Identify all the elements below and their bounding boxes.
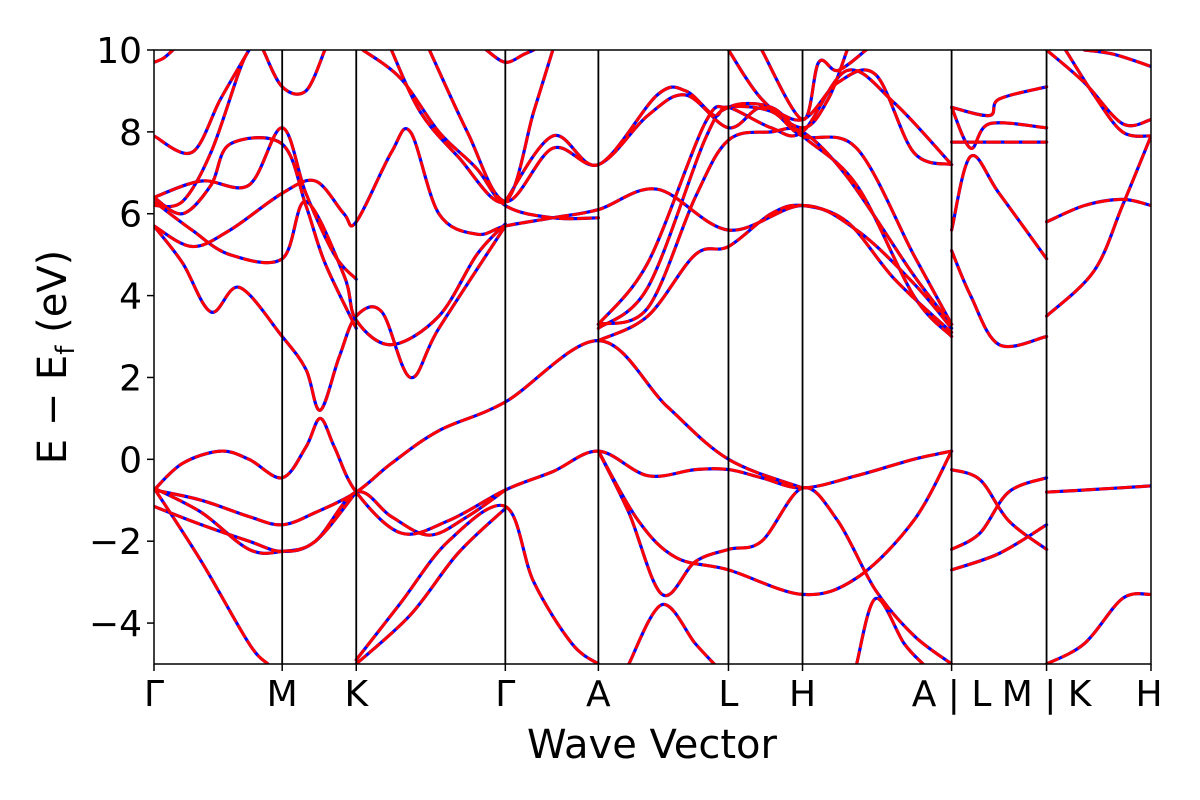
band-line-series1-10	[855, 596, 925, 664]
x-tick-label-5: A	[586, 674, 611, 715]
plot-frame	[153, 49, 1152, 665]
band-line-series2-42	[1045, 197, 1151, 224]
band-line-series2-36	[950, 249, 1049, 348]
band-line-series1-36	[950, 249, 1049, 349]
x-tick-label-7: H	[789, 674, 816, 715]
x-tick-label-1: Γ	[144, 674, 164, 715]
band-line-series1-11	[154, 486, 507, 555]
band-line-series2-2	[154, 339, 804, 527]
band-line-series2-3	[154, 490, 358, 553]
band-line-series2-21	[484, 50, 536, 64]
band-line-series2-19	[261, 50, 327, 96]
band-line-series2-39	[950, 523, 1049, 572]
band-line-series2-16	[154, 50, 251, 155]
y-axis-title-sub: f	[51, 345, 81, 355]
band-line-series2-22	[361, 50, 600, 221]
band-line-series2-18	[154, 136, 358, 330]
band-line-series2-23	[389, 50, 555, 204]
band-line-series1-35	[950, 153, 1049, 261]
band-line-series2-6	[354, 507, 507, 664]
band-line-series2-8	[596, 449, 954, 597]
x-tick-label-3: K	[344, 674, 369, 715]
y-axis-title-unit: (eV)	[30, 250, 76, 346]
y-tick-label-2: −2	[89, 522, 142, 563]
band-line-series2-17	[154, 50, 251, 209]
band-line-series2-20	[154, 50, 175, 64]
y-tick-label-6: 6	[119, 195, 142, 236]
x-tick-label-6: L	[718, 674, 738, 715]
band-line-series1-15	[154, 126, 358, 281]
x-tick-label-8: A | L	[912, 674, 992, 715]
band-line-series2-26	[596, 203, 954, 343]
y-axis-title-main: E − E	[30, 355, 76, 465]
x-tick-label-9: M | K	[1002, 674, 1093, 715]
band-line-series2-46	[1083, 50, 1151, 68]
band-line-series2-4	[154, 486, 270, 664]
band-line-series2-45	[1064, 50, 1151, 138]
band-line-series2-9	[627, 603, 716, 664]
band-line-series2-7	[596, 449, 954, 664]
kpoint-lines	[281, 50, 1048, 664]
band-line-series1-39	[950, 523, 1049, 572]
band-line-series1-9	[627, 602, 716, 664]
band-line-series2-15	[154, 126, 358, 281]
y-axis-ticks: −4 −2 0 2 4 6 8 10	[89, 31, 154, 645]
y-tick-label-4: 2	[119, 358, 142, 399]
band-line-series2-27	[596, 126, 954, 326]
y-tick-label-7: 8	[119, 113, 142, 154]
band-line-series1-6	[354, 506, 507, 664]
y-tick-label-3: 0	[119, 440, 142, 481]
band-line-series2-31	[760, 50, 868, 122]
band-line-series1-43	[1045, 134, 1151, 318]
band-line-series2-40	[1045, 484, 1151, 494]
band-line-series1-2	[154, 338, 805, 527]
band-line-series2-14	[154, 127, 954, 330]
band-line-series2-11	[154, 486, 507, 555]
y-tick-label-8: 10	[96, 31, 142, 72]
band-line-series2-43	[1045, 134, 1151, 318]
band-line-series2-32	[950, 85, 1049, 118]
band-line-series2-12	[154, 224, 507, 412]
bands-layer	[154, 50, 1151, 664]
y-tick-label-5: 4	[119, 277, 142, 318]
band-line-series2-41	[1045, 592, 1151, 664]
x-tick-label-4: Γ	[495, 674, 515, 715]
y-axis-title: E − Ef (eV)	[30, 250, 81, 465]
band-line-series2-13	[154, 200, 507, 347]
band-line-series2-38	[950, 476, 1049, 551]
y-tick-label-1: −4	[89, 604, 142, 645]
band-line-series1-12	[154, 224, 507, 412]
x-axis-title: Wave Vector	[527, 722, 778, 768]
x-tick-label-2: M	[267, 674, 298, 715]
band-line-series2-33	[950, 105, 1049, 150]
band-line-series2-1	[154, 416, 954, 536]
band-line-series2-29	[596, 104, 954, 326]
band-line-series2-35	[950, 154, 1049, 261]
band-line-series2-44	[1045, 50, 1151, 128]
x-tick-label-10: H	[1135, 674, 1162, 715]
